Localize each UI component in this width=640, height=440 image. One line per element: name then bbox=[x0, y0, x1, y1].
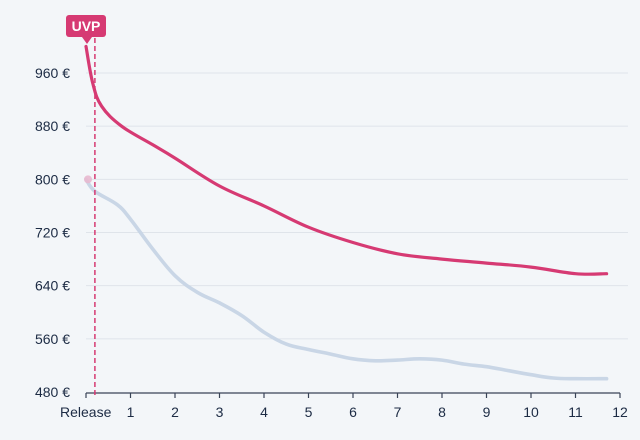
x-tick-label-3: 3 bbox=[216, 404, 224, 420]
gridlines bbox=[86, 72, 628, 340]
x-tick-label-9: 9 bbox=[483, 404, 491, 420]
uvp-badge-pointer bbox=[82, 37, 92, 44]
uvp-badge: UVP bbox=[66, 15, 106, 44]
y-tick-label-560: 560 € bbox=[35, 331, 70, 347]
x-tick-label-11: 11 bbox=[568, 404, 583, 420]
y-tick-label-480: 480 € bbox=[35, 384, 70, 400]
x-tick-label-8: 8 bbox=[438, 404, 446, 420]
y-tick-label-720: 720 € bbox=[35, 225, 70, 241]
x-tick-label-1: 1 bbox=[127, 404, 135, 420]
x-tick-label-6: 6 bbox=[349, 404, 357, 420]
x-tick-label-4: 4 bbox=[260, 404, 268, 420]
y-tick-label-880: 880 € bbox=[35, 118, 70, 134]
x-tick-label-12: 12 bbox=[612, 404, 628, 420]
series-line-0 bbox=[84, 44, 609, 276]
y-tick-label-640: 640 € bbox=[35, 278, 70, 294]
x-tick-label-2: 2 bbox=[171, 404, 179, 420]
series-start-marker bbox=[84, 175, 92, 184]
x-tick-label-Release: Release bbox=[60, 404, 112, 420]
x-tick-label-10: 10 bbox=[523, 404, 539, 420]
uvp-badge-label: UVP bbox=[72, 18, 101, 34]
y-tick-label-800: 800 € bbox=[35, 171, 70, 187]
x-tick-label-5: 5 bbox=[305, 404, 313, 420]
series-line-1 bbox=[84, 177, 609, 381]
x-tick-label-7: 7 bbox=[394, 404, 402, 420]
uvp-badge-box bbox=[66, 15, 106, 37]
y-tick-label-960: 960 € bbox=[35, 65, 70, 81]
